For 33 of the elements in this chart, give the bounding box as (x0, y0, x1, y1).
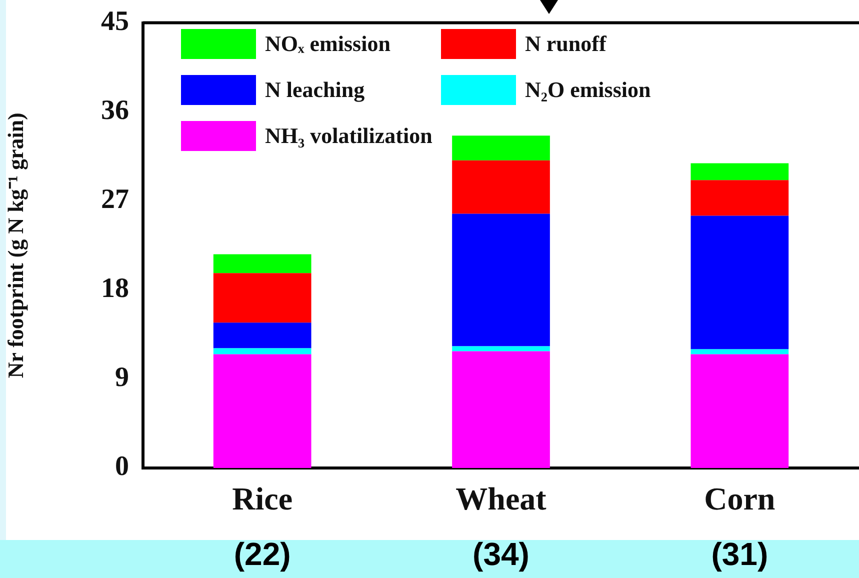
y-axis-title: Nr footprint (g N kg⁻¹ grain) (2, 112, 28, 378)
legend-label: NOₓ emission (265, 31, 390, 57)
x-tick-label: Wheat (456, 480, 547, 516)
bar (690, 354, 789, 468)
legend-label: N leaching (265, 77, 365, 103)
y-tick-label: 36 (101, 95, 129, 126)
legend-label: N₂O emission (525, 77, 651, 103)
bar (213, 348, 312, 354)
bar (213, 254, 312, 274)
bar (452, 346, 550, 352)
bar (452, 214, 550, 346)
bar (452, 160, 550, 214)
bar (213, 322, 312, 348)
y-tick-label: 0 (115, 451, 129, 482)
total-label: (31) (711, 536, 768, 572)
bar (690, 349, 789, 354)
x-tick-label: Rice (232, 480, 293, 516)
total-label: (22) (234, 536, 291, 572)
bar (690, 163, 789, 180)
y-tick-label: 9 (115, 362, 129, 394)
total-label: (34) (472, 536, 530, 572)
x-tick-label: Corn (704, 480, 776, 516)
bar (690, 180, 789, 216)
y-tick-label: 27 (101, 184, 129, 216)
y-tick-label: 45 (101, 6, 129, 38)
bar (690, 216, 789, 350)
bar (213, 273, 312, 323)
bar (213, 354, 312, 468)
bar (452, 351, 550, 468)
legend-label: N runoff (525, 31, 606, 57)
y-tick-label: 18 (101, 273, 129, 304)
legend-label: NH₃ volatilization (265, 123, 432, 149)
bar (452, 136, 550, 160)
